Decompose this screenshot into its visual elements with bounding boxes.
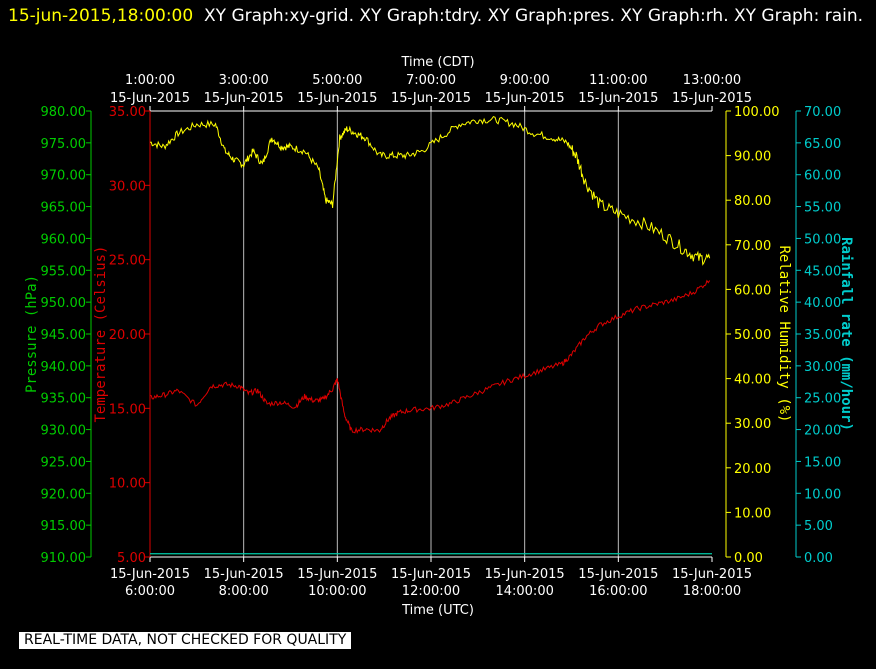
x-top-tick-date: 15-Jun-2015: [672, 91, 752, 106]
x-tick-date: 15-Jun-2015: [672, 567, 752, 582]
x-tick-date: 15-Jun-2015: [485, 567, 565, 582]
humidity-tick-label: 60.00: [734, 283, 771, 298]
rain-tick-label: 10.00: [804, 487, 841, 502]
x-top-tick-date: 15-Jun-2015: [110, 91, 190, 106]
humidity-tick-label: 100.00: [734, 105, 780, 120]
x-tick-time: 14:00:00: [495, 584, 553, 599]
pressure-tick-label: 980.00: [41, 105, 87, 120]
pressure-tick-label: 940.00: [41, 360, 87, 375]
rain-tick-label: 5.00: [804, 519, 833, 534]
rain-tick-label: 45.00: [804, 264, 841, 279]
rain-tick-label: 15.00: [804, 455, 841, 470]
rain-tick-label: 25.00: [804, 392, 841, 407]
x-tick-date: 15-Jun-2015: [578, 567, 658, 582]
temperature-tick-label: 20.00: [109, 328, 146, 343]
rain-tick-label: 0.00: [804, 551, 833, 566]
x-tick-time: 12:00:00: [402, 584, 460, 599]
x-top-axis-label: Time (CDT): [400, 55, 474, 70]
humidity-tick-label: 10.00: [734, 506, 771, 521]
temperature-tick-label: 35.00: [109, 105, 146, 120]
humidity-tick-label: 70.00: [734, 239, 771, 254]
humidity-axis-label: Relative Humidity (%): [776, 245, 792, 422]
x-top-tick-time: 9:00:00: [500, 73, 550, 88]
pressure-tick-label: 950.00: [41, 296, 87, 311]
x-top-tick-date: 15-Jun-2015: [391, 91, 471, 106]
axes: 15-Jun-2015 6:00:00 1:00:00 15-Jun-2015 15-J…: [41, 73, 842, 599]
x-tick-time: 16:00:00: [589, 584, 647, 599]
temperature-tick-label: 30.00: [109, 179, 146, 194]
x-top-tick-time: 11:00:00: [589, 73, 647, 88]
rain-tick-label: 35.00: [804, 328, 841, 343]
quality-notice: REAL-TIME DATA, NOT CHECKED FOR QUALITY: [19, 632, 352, 649]
pressure-tick-label: 955.00: [41, 264, 87, 279]
x-top-tick-time: 5:00:00: [312, 73, 362, 88]
humidity-tick-label: 30.00: [734, 417, 771, 432]
x-top-tick-date: 15-Jun-2015: [578, 91, 658, 106]
pressure-tick-label: 915.00: [41, 519, 87, 534]
rain-axis-label: Rainfall rate (mm/hour): [838, 237, 854, 431]
humidity-series-line: [149, 115, 711, 266]
pressure-tick-label: 960.00: [41, 232, 87, 247]
humidity-tick-label: 0.00: [734, 551, 763, 566]
pressure-tick-label: 925.00: [41, 455, 87, 470]
pressure-tick-label: 935.00: [41, 392, 87, 407]
rain-tick-label: 50.00: [804, 232, 841, 247]
x-tick-date: 15-Jun-2015: [391, 567, 471, 582]
x-bottom-axis-label: Time (UTC): [401, 603, 474, 618]
x-top-tick-time: 1:00:00: [125, 73, 175, 88]
temperature-tick-label: 25.00: [109, 254, 146, 269]
x-top-tick-time: 7:00:00: [406, 73, 456, 88]
grid-lines: [243, 111, 619, 557]
pressure-tick-label: 945.00: [41, 328, 87, 343]
x-top-tick-date: 15-Jun-2015: [297, 91, 377, 106]
x-tick-date: 15-Jun-2015: [110, 567, 190, 582]
x-top-tick-date: 15-Jun-2015: [485, 91, 565, 106]
axis-labels: Time (CDT) Time (UTC) Pressure (hPa) Temper…: [24, 55, 854, 618]
humidity-tick-label: 50.00: [734, 328, 771, 343]
rain-tick-label: 55.00: [804, 201, 841, 216]
series-lines: [149, 115, 712, 555]
x-tick-time: 8:00:00: [219, 584, 269, 599]
rain-tick-label: 20.00: [804, 424, 841, 439]
x-tick-time: 6:00:00: [125, 584, 175, 599]
x-top-tick-time: 13:00:00: [683, 73, 741, 88]
temperature-tick-label: 5.00: [117, 551, 146, 566]
rain-tick-label: 65.00: [804, 137, 841, 152]
graph-timestamp: 15-jun-2015,18:00:00: [8, 6, 194, 26]
x-top-tick-date: 15-Jun-2015: [204, 91, 284, 106]
temperature-tick-label: 15.00: [109, 402, 146, 417]
pressure-tick-label: 965.00: [41, 201, 87, 216]
pressure-axis-label: Pressure (hPa): [24, 275, 40, 393]
pressure-tick-label: 920.00: [41, 487, 87, 502]
humidity-tick-label: 40.00: [734, 373, 771, 388]
rain-tick-label: 40.00: [804, 296, 841, 311]
x-tick-time: 10:00:00: [308, 584, 366, 599]
humidity-tick-label: 90.00: [734, 150, 771, 165]
temperature-tick-label: 10.00: [109, 477, 146, 492]
rain-tick-label: 60.00: [804, 169, 841, 184]
pressure-tick-label: 970.00: [41, 169, 87, 184]
pressure-tick-label: 910.00: [41, 551, 87, 566]
temperature-series-line: [149, 279, 711, 434]
temperature-axis-label: Temperature (Celsius): [93, 245, 109, 422]
graph-title: 15-jun-2015,18:00:00 XY Graph:xy-grid. X…: [8, 2, 868, 30]
humidity-tick-label: 20.00: [734, 462, 771, 477]
x-top-tick-time: 3:00:00: [219, 73, 269, 88]
x-tick-date: 15-Jun-2015: [204, 567, 284, 582]
rain-tick-label: 70.00: [804, 105, 841, 120]
graph-list: XY Graph:xy-grid. XY Graph:tdry. XY Grap…: [204, 6, 864, 26]
rain-tick-label: 30.00: [804, 360, 841, 375]
x-tick-date: 15-Jun-2015: [297, 567, 377, 582]
pressure-tick-label: 975.00: [41, 137, 87, 152]
x-tick-time: 18:00:00: [683, 584, 741, 599]
pressure-tick-label: 930.00: [41, 424, 87, 439]
humidity-tick-label: 80.00: [734, 194, 771, 209]
